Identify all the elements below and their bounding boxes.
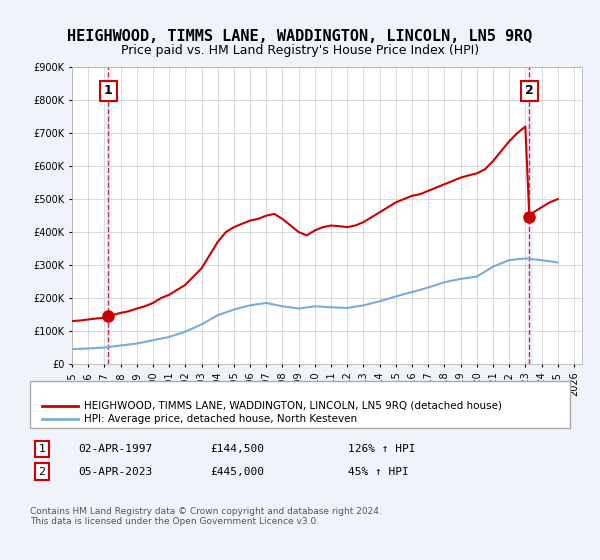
Text: HEIGHWOOD, TIMMS LANE, WADDINGTON, LINCOLN, LN5 9RQ: HEIGHWOOD, TIMMS LANE, WADDINGTON, LINCO…: [67, 29, 533, 44]
Text: 45% ↑ HPI: 45% ↑ HPI: [348, 466, 409, 477]
Text: HEIGHWOOD, TIMMS LANE, WADDINGTON, LINCOLN, LN5 9RQ (detached house): HEIGHWOOD, TIMMS LANE, WADDINGTON, LINCO…: [84, 401, 502, 411]
Text: £144,500: £144,500: [210, 444, 264, 454]
Bar: [527, 67, 532, 364]
Text: 2: 2: [38, 466, 46, 477]
Text: 05-APR-2023: 05-APR-2023: [78, 466, 152, 477]
Bar: [106, 67, 111, 364]
Text: 1: 1: [104, 85, 113, 97]
Text: 02-APR-1997: 02-APR-1997: [78, 444, 152, 454]
Text: Contains HM Land Registry data © Crown copyright and database right 2024.
This d: Contains HM Land Registry data © Crown c…: [30, 507, 382, 526]
Text: £445,000: £445,000: [210, 466, 264, 477]
Text: 1: 1: [38, 444, 46, 454]
Text: 126% ↑ HPI: 126% ↑ HPI: [348, 444, 415, 454]
Text: HPI: Average price, detached house, North Kesteven: HPI: Average price, detached house, Nort…: [84, 414, 357, 424]
Text: Price paid vs. HM Land Registry's House Price Index (HPI): Price paid vs. HM Land Registry's House …: [121, 44, 479, 57]
Text: 2: 2: [525, 85, 534, 97]
